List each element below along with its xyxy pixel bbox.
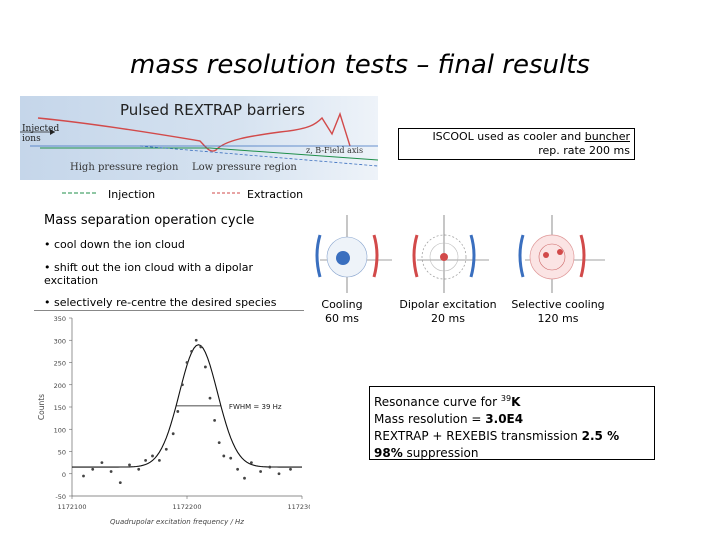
y-tick-label: 300: [54, 337, 66, 345]
fwhm-annotation: FWHM = 39 Hz: [229, 403, 282, 411]
data-point: [151, 454, 154, 458]
data-point: [243, 476, 246, 480]
data-point: [250, 461, 253, 465]
fit-curve: [72, 344, 302, 468]
data-point: [277, 472, 281, 476]
bullet-cool: • cool down the ion cloud: [44, 238, 185, 251]
data-point: [137, 467, 141, 471]
data-point: [222, 454, 226, 458]
data-point: [194, 338, 198, 342]
data-point: [109, 470, 113, 473]
injected-ions-label: Injected ions: [22, 124, 60, 144]
orbit-selective: [518, 215, 605, 293]
data-point: [158, 459, 161, 462]
trap-heading: Pulsed REXTRAP barriers: [120, 101, 305, 119]
data-point: [171, 432, 175, 436]
data-point: [289, 467, 292, 471]
y-tick-label: 350: [54, 315, 66, 323]
x-tick-label: 1172100: [58, 503, 87, 511]
data-point: [199, 345, 203, 349]
orbit-dipolar: [412, 215, 489, 293]
data-point: [144, 459, 147, 462]
data-point: [82, 474, 85, 478]
data-point: [176, 410, 180, 413]
data-point: [259, 470, 262, 473]
data-point: [229, 456, 233, 460]
data-point: [164, 447, 168, 451]
legend-injection: Injection: [108, 188, 156, 201]
x-axis-label: Quadrupolar excitation frequency / Hz: [110, 518, 244, 526]
data-point: [213, 418, 217, 422]
data-point: [204, 365, 207, 369]
data-point: [217, 441, 221, 444]
y-tick-label: 250: [54, 360, 66, 368]
data-point: [208, 396, 212, 400]
result-box: Resonance curve for 39K Mass resolution …: [369, 386, 655, 460]
dipolar-caption: Dipolar excitation 20 ms: [399, 298, 497, 325]
slide-title: mass resolution tests – final results: [130, 50, 590, 80]
bullet-recentre: • selectively re-centre the desired spec…: [44, 296, 277, 309]
y-tick-label: 150: [54, 404, 66, 412]
x-tick-label: 1172200: [173, 503, 202, 511]
legend-extraction: Extraction: [247, 188, 304, 201]
data-point: [118, 481, 122, 485]
cycle-title: Mass separation operation cycle: [44, 213, 255, 228]
y-tick-label: 100: [54, 426, 66, 434]
z-axis-label: z, B-Field axis: [306, 146, 364, 155]
resonance-chart: 350 300 250 200 150 100 50 0 -50 1172100 1172200 11…: [37, 315, 310, 526]
high-pressure-label: High pressure region: [70, 162, 179, 173]
data-point: [91, 467, 95, 471]
y-tick-label: -50: [55, 493, 66, 501]
x-tick-label: 1172300: [288, 503, 310, 511]
bullet-shift: • shift out the ion cloud with a dipolar…: [44, 261, 253, 287]
data-point: [128, 463, 131, 467]
orbit-cooling: [315, 215, 392, 293]
data-point: [181, 383, 184, 387]
cooling-caption: Cooling 60 ms: [321, 298, 363, 325]
low-pressure-label: Low pressure region: [192, 162, 297, 173]
iscool-note: ISCOOL used as cooler and buncher rep. r…: [398, 128, 635, 160]
y-axis-label: Counts: [37, 394, 46, 420]
divider: [34, 310, 304, 311]
y-tick-label: 200: [54, 382, 66, 390]
orbit-diagrams: [315, 215, 605, 293]
selective-caption: Selective cooling 120 ms: [511, 298, 605, 325]
data-point: [190, 349, 194, 353]
data-point: [100, 461, 104, 465]
y-tick-label: 50: [58, 449, 66, 457]
rextrap-barrier-diagram: [20, 96, 378, 180]
y-tick-label: 0: [62, 471, 66, 479]
data-point: [268, 465, 272, 469]
data-point: [185, 361, 189, 364]
data-point: [236, 467, 240, 471]
